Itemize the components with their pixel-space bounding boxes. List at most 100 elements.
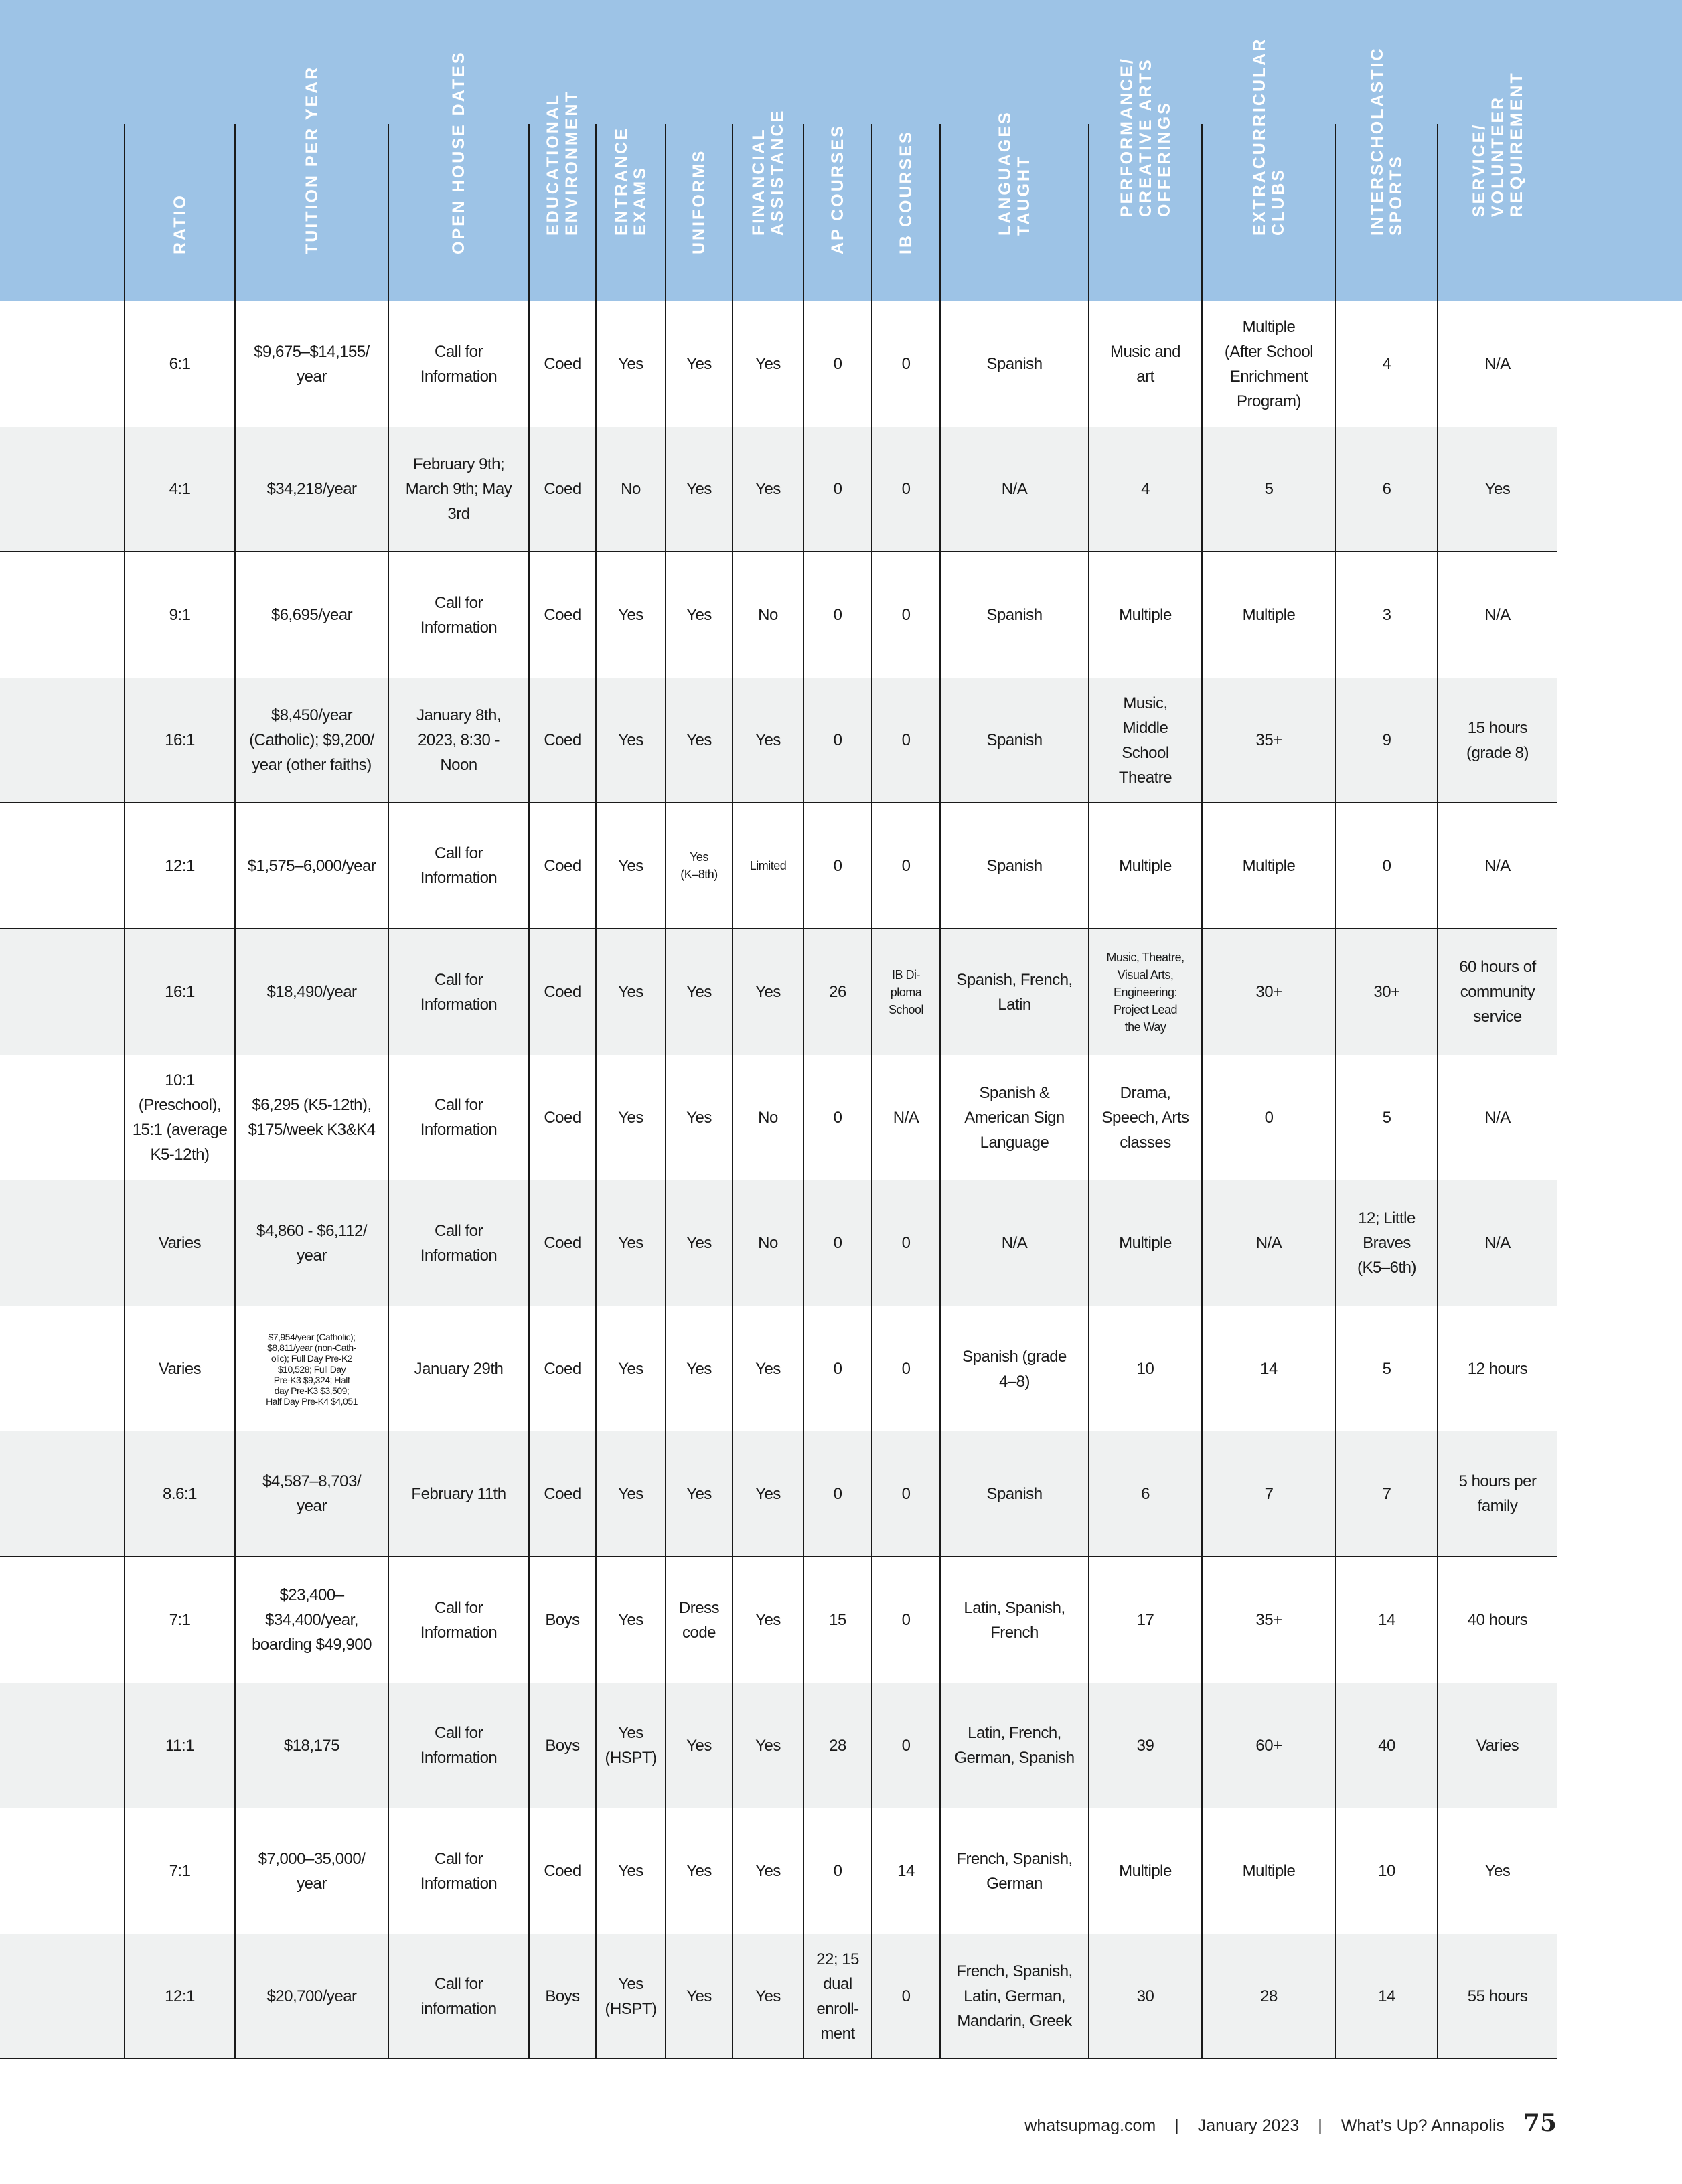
table-cell: Music, Theatre, Visual Arts, Engineering… [1088, 929, 1201, 1055]
table-cell [0, 1055, 124, 1181]
table-cell: Call for Information [388, 1180, 528, 1306]
table-cell: 40 hours [1437, 1557, 1557, 1683]
table-row: 7:1 $23,400– $34,400/year, boarding $49,9… [0, 1557, 1557, 1683]
table-cell: Yes [665, 1055, 732, 1181]
table-cell: 0 [803, 552, 871, 678]
table-cell: Call for Information [388, 1055, 528, 1181]
table-cell: 4:1 [124, 426, 234, 552]
table-cell: 12:1 [124, 803, 234, 928]
table-cell: N/A [1437, 1180, 1557, 1306]
table-cell: Yes [665, 1431, 732, 1556]
footer-issue: January 2023 [1197, 2116, 1300, 2135]
table-cell: 0 [871, 803, 939, 928]
table-cell: Yes [595, 301, 665, 427]
table-cell: Yes [595, 1431, 665, 1556]
table-row: 12:1 $20,700/year Call for information Boys… [0, 1934, 1557, 2060]
header-column: IB COURSES [871, 124, 939, 301]
table-cell: Yes [732, 1557, 803, 1683]
school-table-body: 6:1 $9,675–$14,155/ year Call for Informat… [0, 301, 1557, 2060]
table-row: 4:1 $34,218/year February 9th; March 9th; … [0, 426, 1557, 553]
header-column [0, 124, 124, 301]
table-cell: 7:1 [124, 1808, 234, 1934]
table-cell: 12:1 [124, 1934, 234, 2059]
table-cell: 28 [803, 1683, 871, 1809]
table-row: 12:1 $1,575–6,000/year Call for Informatio… [0, 803, 1557, 929]
table-cell: 5 [1201, 426, 1335, 552]
table-cell: No [732, 1180, 803, 1306]
table-cell: N/A [1437, 301, 1557, 427]
table-row: 16:1 $18,490/year Call for Information Coed… [0, 929, 1557, 1055]
table-cell: 0 [803, 301, 871, 427]
table-cell: 11:1 [124, 1683, 234, 1809]
table-cell: 10:1 (Preschool), 15:1 (average K5-12th) [124, 1055, 234, 1181]
table-cell: Yes [665, 1306, 732, 1432]
table-cell: 40 [1335, 1683, 1437, 1809]
table-cell: Coed [528, 426, 595, 552]
footer-separator: | [1174, 2116, 1179, 2135]
table-cell: 4 [1335, 301, 1437, 427]
table-cell: Coed [528, 552, 595, 678]
table-cell: Yes [595, 803, 665, 928]
header-label: IB COURSES [897, 130, 915, 254]
table-cell: Multiple [1201, 803, 1335, 928]
table-cell: Yes [595, 1808, 665, 1934]
table-cell: Coed [528, 1431, 595, 1556]
footer-site: whatsupmag.com [1024, 2116, 1156, 2135]
table-cell: Yes [595, 1055, 665, 1181]
header-column: SERVICE/ VOLUNTEER REQUIREMENT [1437, 71, 1557, 301]
table-cell: Yes [665, 301, 732, 427]
table-cell: Yes [665, 426, 732, 552]
table-cell: 0 [803, 803, 871, 928]
table-cell: 3 [1335, 552, 1437, 678]
table-cell: 0 [803, 1306, 871, 1432]
table-cell: Call for Information [388, 803, 528, 928]
header-column: EXTRACURRICULAR CLUBS [1201, 37, 1335, 301]
table-row: 8.6:1 $4,587–8,703/ year February 11th Coed… [0, 1431, 1557, 1557]
header-column: PERFORMANCE/ CREATIVE ARTS OFFERINGS [1088, 57, 1201, 301]
table-cell: Yes (K–8th) [665, 803, 732, 928]
table-cell: 14 [871, 1808, 939, 1934]
table-cell: N/A [939, 1180, 1088, 1306]
table-cell: 0 [871, 1306, 939, 1432]
table-cell: N/A [871, 1055, 939, 1181]
table-cell [0, 678, 124, 803]
table-cell [0, 1180, 124, 1306]
table-cell: Multiple [1201, 552, 1335, 678]
table-cell: N/A [1201, 1180, 1335, 1306]
table-cell: Coed [528, 1055, 595, 1181]
table-cell: 28 [1201, 1934, 1335, 2059]
table-cell: 10 [1335, 1808, 1437, 1934]
footer-publication: What’s Up? Annapolis [1341, 2116, 1505, 2135]
table-cell: 9:1 [124, 552, 234, 678]
page-number: 75 [1523, 2109, 1557, 2137]
table-cell: Dress code [665, 1557, 732, 1683]
header-label: RATIO [170, 193, 189, 254]
table-cell: 0 [871, 1683, 939, 1809]
table-cell: February 9th; March 9th; May 3rd [388, 426, 528, 552]
table-cell: Yes [732, 929, 803, 1055]
table-cell: Multiple [1201, 1808, 1335, 1934]
table-row: 11:1 $18,175 Call for Information Boys Yes (… [0, 1683, 1557, 1809]
header-column: OPEN HOUSE DATES [388, 50, 528, 301]
table-cell: Varies [124, 1306, 234, 1432]
table-row: 10:1 (Preschool), 15:1 (average K5-12th)… [0, 1055, 1557, 1181]
table-cell: 0 [871, 1180, 939, 1306]
table-cell: Coed [528, 678, 595, 803]
table-cell: Call for Information [388, 1557, 528, 1683]
header-column: UNIFORMS [665, 124, 732, 301]
table-cell: Call for Information [388, 1808, 528, 1934]
table-cell: 7 [1201, 1431, 1335, 1556]
table-cell: 15 [803, 1557, 871, 1683]
table-cell: Yes [732, 1431, 803, 1556]
table-cell: Multiple [1088, 552, 1201, 678]
table-cell: Multiple [1088, 1808, 1201, 1934]
table-cell: IB Di- ploma School [871, 929, 939, 1055]
header-column: RATIO [124, 124, 234, 301]
table-cell: Yes [732, 301, 803, 427]
table-cell: 16:1 [124, 678, 234, 803]
table-cell: 9 [1335, 678, 1437, 803]
table-cell: 0 [803, 426, 871, 552]
table-cell: Yes [595, 678, 665, 803]
table-cell [0, 552, 124, 678]
table-cell: Yes [732, 1683, 803, 1809]
